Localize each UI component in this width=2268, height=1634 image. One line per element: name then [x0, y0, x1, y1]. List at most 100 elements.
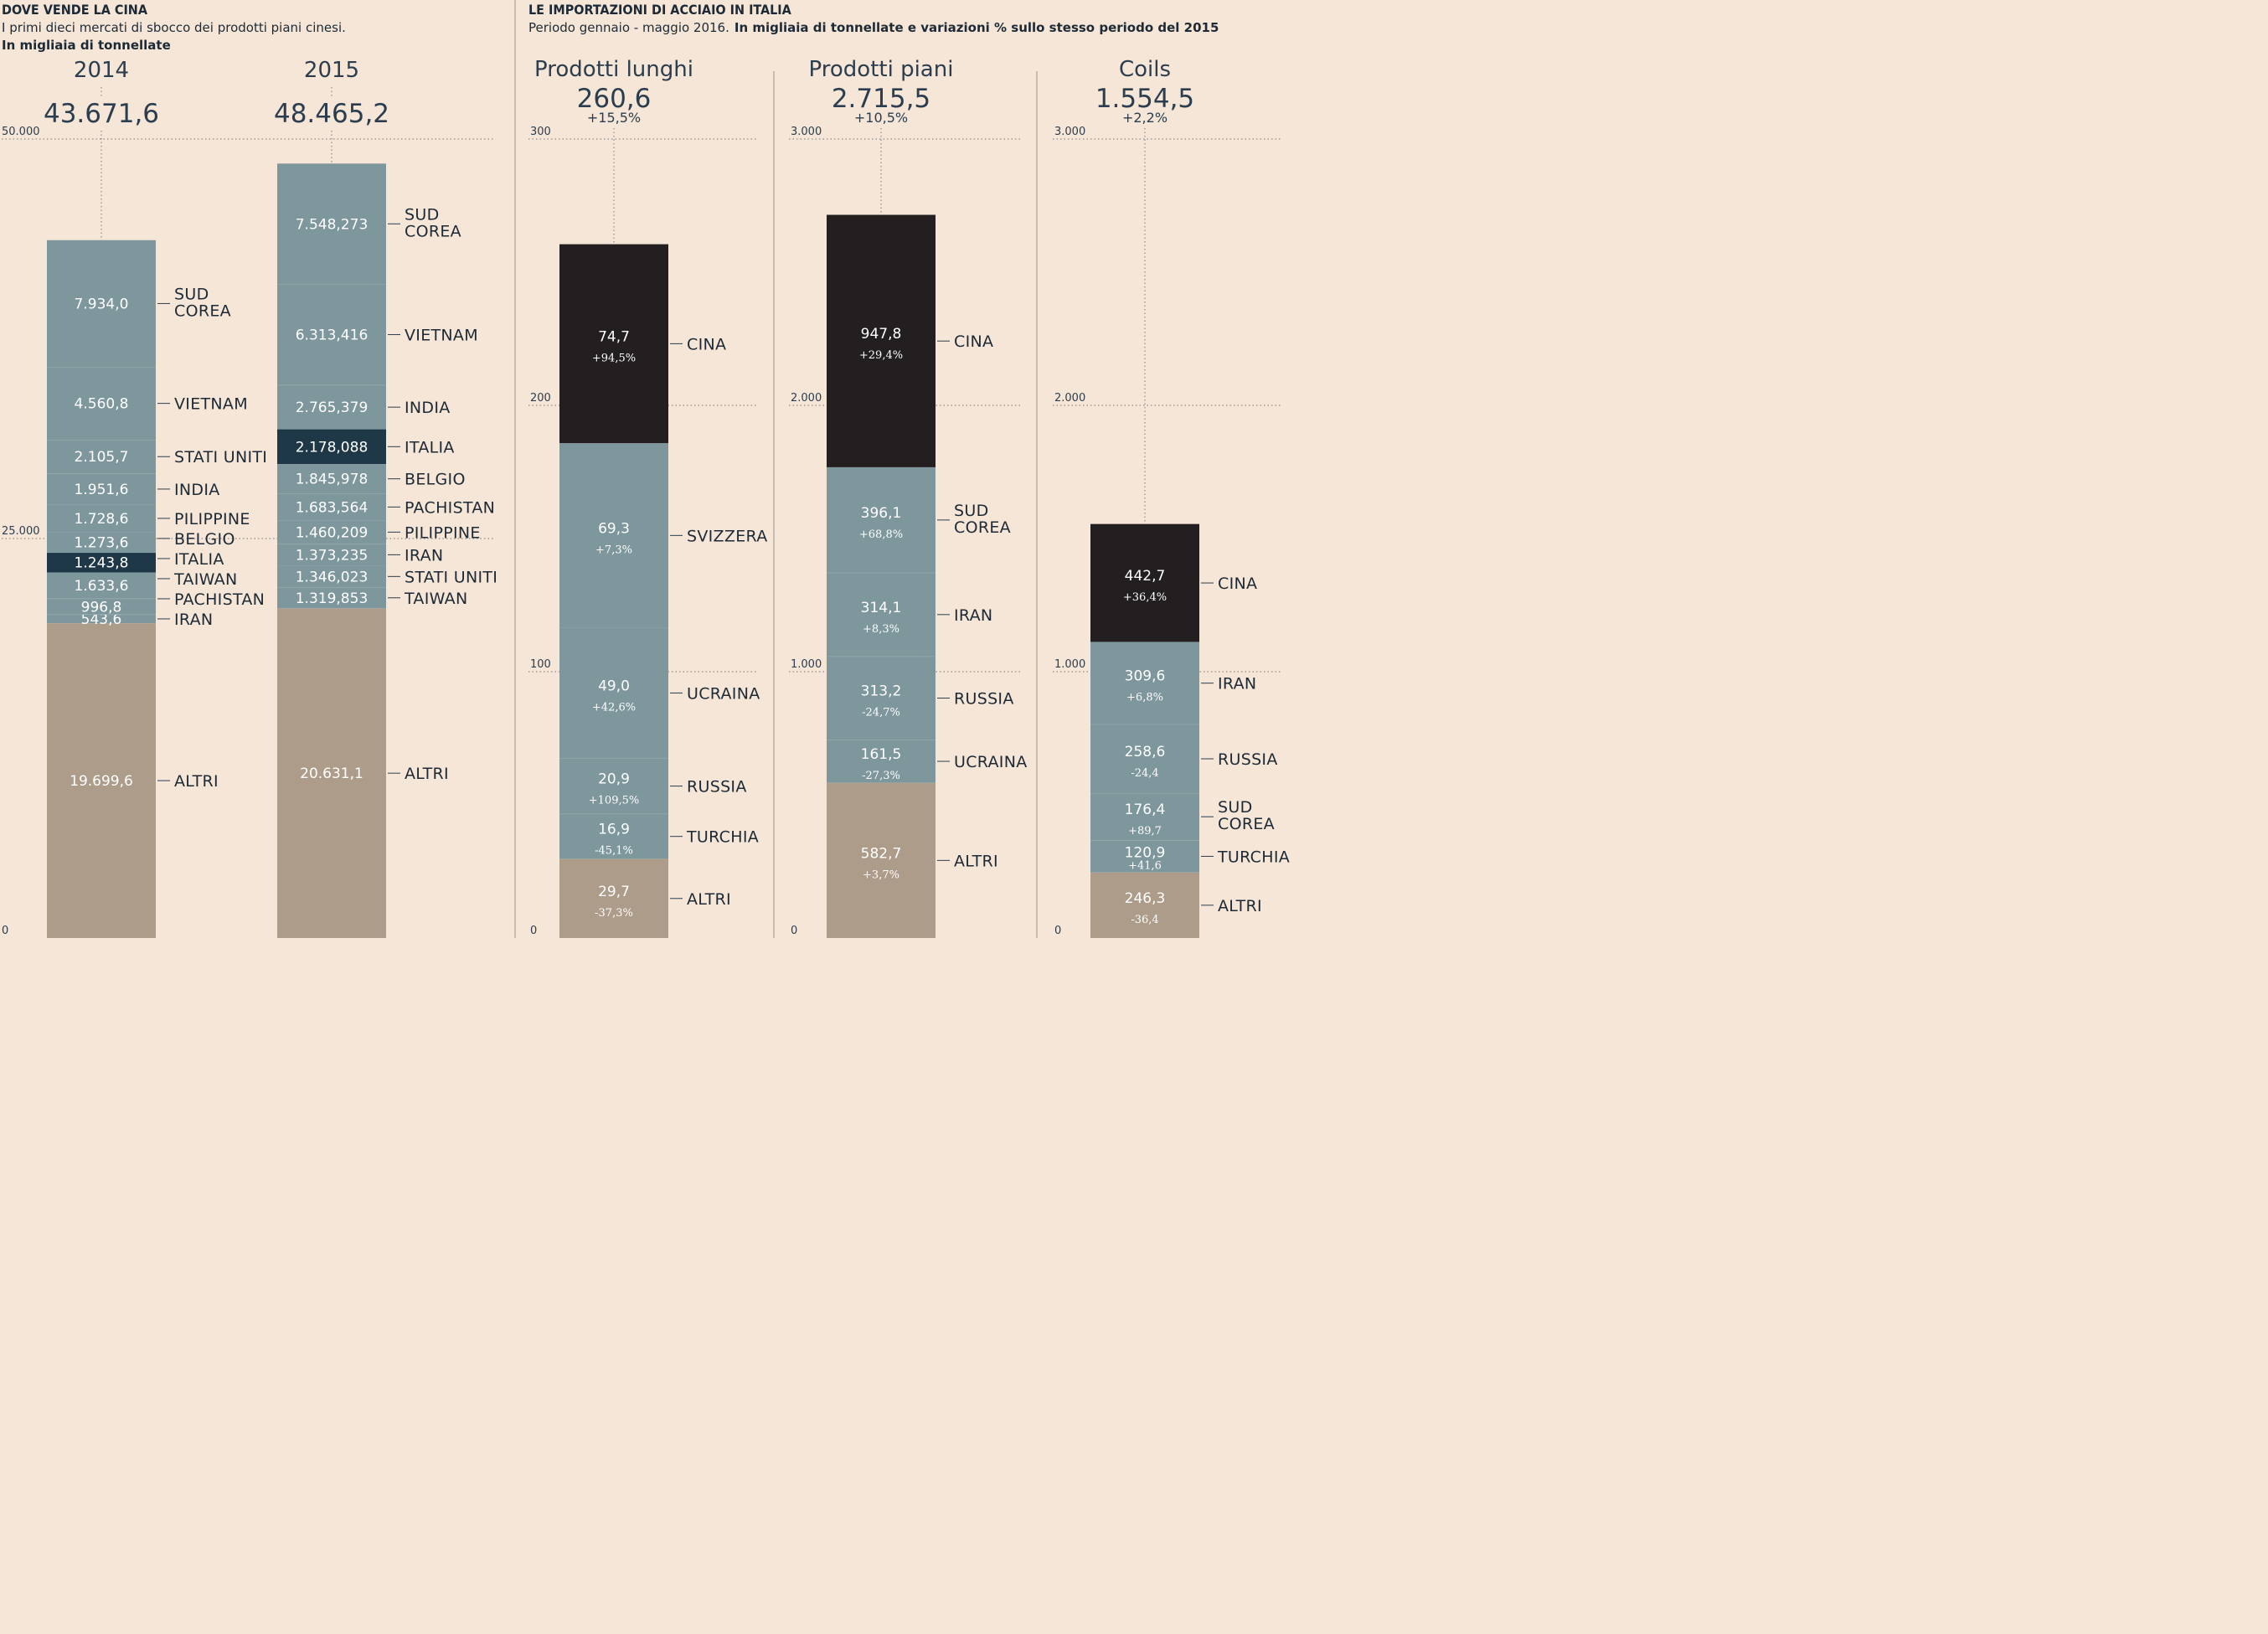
coils-value-sud-corea: 176,4	[1125, 802, 1166, 818]
bar2015-bar-taiwan	[277, 587, 386, 609]
prodotti-piani-bar-russia	[827, 656, 936, 740]
prodotti-piani-value-russia: 313,2	[861, 683, 902, 700]
prodotti-piani-tick-label: 0	[791, 925, 797, 937]
bar2014-label-belgio: BELGIO	[174, 530, 235, 549]
prodotti-piani-pct-russia: -24,7%	[862, 707, 900, 719]
prodotti-piani-pct-ucraina: -27,3%	[862, 770, 900, 782]
bar2015-value-italia: 2.178,088	[296, 439, 369, 456]
bar2015-value-vietnam: 6.313,416	[296, 327, 369, 344]
prodotti-lunghi-value-cina: 74,7	[598, 328, 630, 345]
coils-value-altri: 246,3	[1125, 890, 1166, 907]
prodotti-piani-value-sud-corea: 396,1	[861, 505, 902, 522]
prodotti-piani-pct-altri: +3,7%	[863, 869, 899, 881]
prodotti-piani-label-iran: IRAN	[954, 606, 992, 625]
bar2014-bar-vietnam	[47, 367, 156, 441]
prodotti-piani-label-sud-corea: SUD COREA	[954, 502, 1011, 537]
coils-bar-sud-corea	[1090, 793, 1199, 841]
bar2015-bar-sud-corea	[277, 163, 386, 285]
prodotti-lunghi-value-svizzera: 69,3	[598, 520, 630, 537]
prodotti-lunghi-pct-cina: +94,5%	[592, 352, 636, 364]
prodotti-piani-bar-cina	[827, 214, 936, 467]
bar2015-bar-belgio	[277, 464, 386, 494]
bar2014-label-taiwan: TAIWAN	[173, 570, 238, 589]
bar2014-value-iran: 543,6	[81, 611, 122, 628]
coils-label-turchia: TURCHIA	[1217, 848, 1290, 866]
bar2015-label-taiwan: TAIWAN	[404, 590, 468, 608]
coils-value-cina: 442,7	[1125, 568, 1166, 585]
bar2014-bar-belgio	[47, 532, 156, 553]
coils-label-cina: CINA	[1218, 575, 1257, 593]
prodotti-lunghi-total: 260,6	[577, 84, 652, 114]
coils-label-sud-corea: SUD COREA	[1218, 798, 1275, 833]
bar2014-label-india: INDIA	[174, 481, 220, 499]
bar2014-label-stati-uniti: STATI UNITI	[174, 448, 267, 466]
prodotti-piani-value-altri: 582,7	[861, 845, 902, 862]
prodotti-lunghi-value-altri: 29,7	[598, 884, 630, 900]
prodotti-piani-label-ucraina: UCRAINA	[954, 753, 1028, 771]
prodotti-lunghi-tick-label: 100	[530, 658, 551, 671]
coils-tick-label: 3.000	[1054, 126, 1085, 138]
prodotti-lunghi-label-svizzera: SVIZZERA	[687, 527, 768, 545]
bar2014-value-pilippine: 1.728,6	[75, 511, 129, 528]
bar2015-label-pachistan: PACHISTAN	[405, 498, 495, 517]
coils-tick-label: 2.000	[1054, 392, 1085, 405]
bar2015-value-iran: 1.373,235	[296, 547, 369, 564]
prodotti-lunghi-pct-altri: -37,3%	[595, 907, 633, 920]
prodotti-lunghi-tick-label: 200	[530, 392, 551, 405]
bar2015-value-india: 2.765,379	[296, 399, 369, 416]
prodotti-piani-tick-label: 1.000	[791, 658, 822, 671]
coils-bar-cina	[1090, 523, 1199, 642]
bar2015-label-altri: ALTRI	[405, 765, 449, 783]
bar2014-bar-sud-corea	[47, 240, 156, 368]
bar2014-label-pachistan: PACHISTAN	[174, 590, 265, 609]
bar2015-label-sud-corea: SUD COREA	[405, 205, 461, 240]
prodotti-lunghi-pct-turchia: -45,1%	[595, 845, 633, 858]
prodotti-piani-value-cina: 947,8	[861, 326, 902, 343]
bar2014-bar-pilippine	[47, 504, 156, 533]
bar2015-label-belgio: BELGIO	[405, 471, 466, 489]
bar2014-value-india: 1.951,6	[75, 482, 129, 498]
coils-title: Coils	[1119, 57, 1171, 82]
bar2015-value-stati-uniti: 1.346,023	[296, 569, 369, 585]
bar2015-label-vietnam: VIETNAM	[405, 327, 478, 345]
bar2014-bar-iran	[47, 614, 156, 624]
steel-infographic: DOVE VENDE LA CINA I primi dieci mercati…	[0, 0, 1313, 946]
bar2015-label-italia: ITALIA	[405, 438, 455, 456]
coils-pct-cina: +36,4%	[1123, 591, 1167, 604]
bar2015-value-belgio: 1.845,978	[296, 472, 369, 488]
prodotti-piani-label-altri: ALTRI	[954, 852, 998, 870]
prodotti-piani-tick-label: 3.000	[791, 126, 822, 138]
bar2015-bar-vietnam	[277, 284, 386, 385]
bar2015-label-india: INDIA	[405, 399, 451, 417]
bar2014-total: 43.671,6	[44, 99, 159, 129]
coils-total: 1.554,5	[1095, 84, 1194, 114]
bar2014-label-iran: IRAN	[174, 611, 213, 629]
bar2014-bar-stati-uniti	[47, 440, 156, 474]
bar2015-label-iran: IRAN	[405, 546, 443, 564]
bar2014-bar-italia	[47, 552, 156, 573]
bar2015-bar-iran	[277, 544, 386, 566]
bar2014-value-vietnam: 4.560,8	[75, 396, 129, 413]
prodotti-lunghi-label-turchia: TURCHIA	[686, 828, 759, 847]
left-subtitle: I primi dieci mercati di sbocco dei prod…	[2, 20, 346, 35]
prodotti-piani-bar-iran	[827, 572, 936, 657]
bar2015-bar-altri	[277, 608, 386, 938]
bar2015-label-stati-uniti: STATI UNITI	[405, 568, 497, 586]
prodotti-piani-title: Prodotti piani	[809, 57, 954, 82]
bar2015-value-pachistan: 1.683,564	[296, 499, 369, 516]
bar2015-total: 48.465,2	[274, 99, 389, 129]
bar2015-value-taiwan: 1.319,853	[296, 590, 369, 607]
bar2014-value-italia: 1.243,8	[75, 555, 129, 572]
prodotti-lunghi-change: +15,5%	[587, 110, 641, 126]
prodotti-lunghi-bar-ucraina	[559, 627, 668, 759]
prodotti-piani-pct-sud-corea: +68,8%	[859, 528, 903, 541]
right-subtitle: Periodo gennaio - maggio 2016.	[528, 20, 729, 35]
prodotti-lunghi-value-turchia: 16,9	[598, 822, 630, 838]
prodotti-piani-pct-cina: +29,4%	[859, 349, 903, 362]
prodotti-piani-bar-sud-corea	[827, 466, 936, 573]
bar2014-label-altri: ALTRI	[174, 772, 219, 791]
coils-pct-turchia: +41,6	[1128, 859, 1162, 872]
left-title: DOVE VENDE LA CINA	[2, 2, 148, 18]
right-unit: In migliaia di tonnellate e variazioni %…	[735, 20, 1219, 35]
prodotti-piani-label-cina: CINA	[954, 332, 993, 351]
